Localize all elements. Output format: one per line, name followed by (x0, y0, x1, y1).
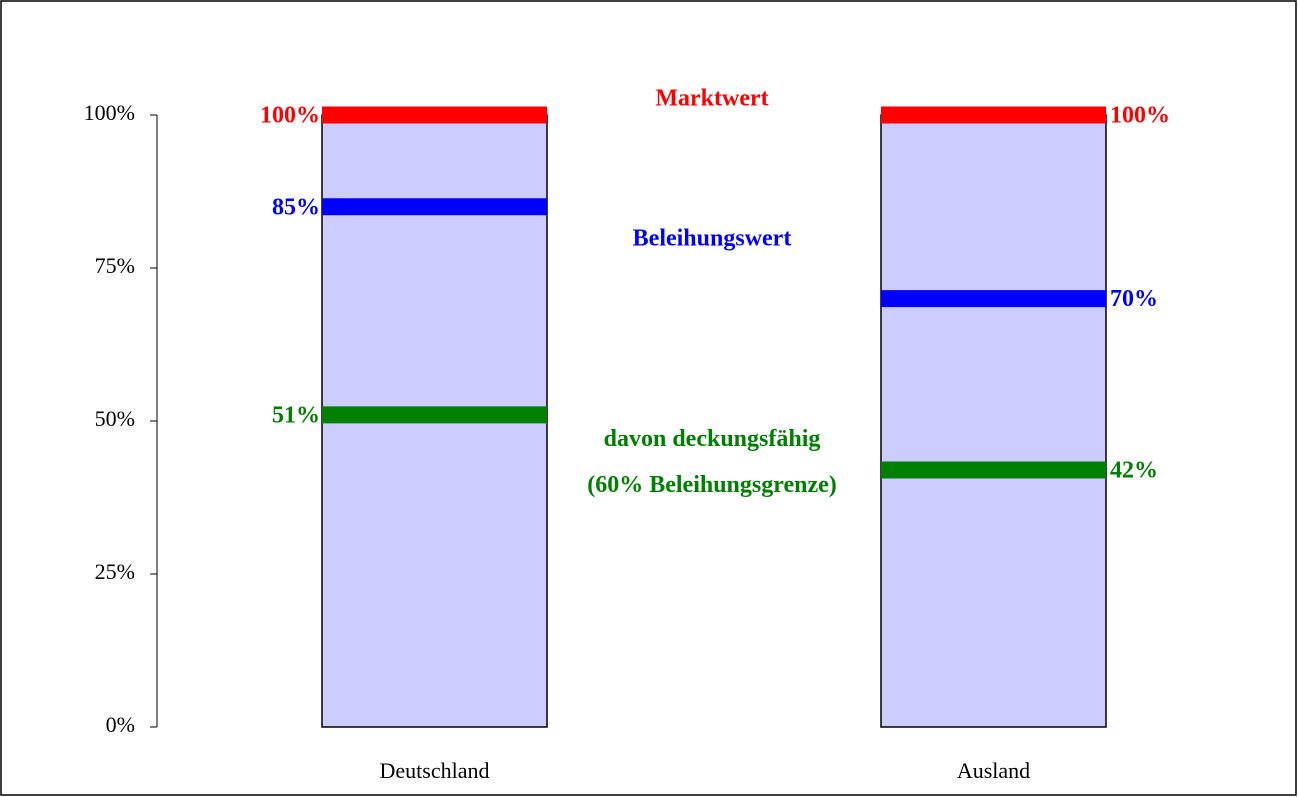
series-label-line: (60% Beleihungsgrenze) (587, 472, 837, 498)
x-tick-label: Deutschland (380, 758, 490, 783)
bar (880, 114, 1107, 728)
x-tick-label: Ausland (957, 758, 1030, 783)
series-label-line: davon deckungsfähig (604, 426, 821, 452)
y-tick-label: 0% (106, 712, 135, 737)
data-label: 100% (260, 103, 320, 129)
series-label: Marktwert (655, 86, 768, 112)
y-tick-label: 100% (84, 100, 135, 125)
y-tick-label: 50% (95, 406, 135, 431)
data-label: 85% (272, 194, 320, 220)
data-label: 100% (1110, 103, 1170, 129)
series-label: Beleihungswert (633, 226, 792, 252)
y-tick-label: 75% (95, 253, 135, 278)
data-label: 70% (1110, 286, 1158, 312)
data-label: 42% (1110, 457, 1158, 483)
series-label: davon deckungsfähig (60% Beleihungsgrenze… (587, 426, 837, 498)
data-label: 51% (272, 402, 320, 428)
y-tick-label: 25% (95, 559, 135, 584)
